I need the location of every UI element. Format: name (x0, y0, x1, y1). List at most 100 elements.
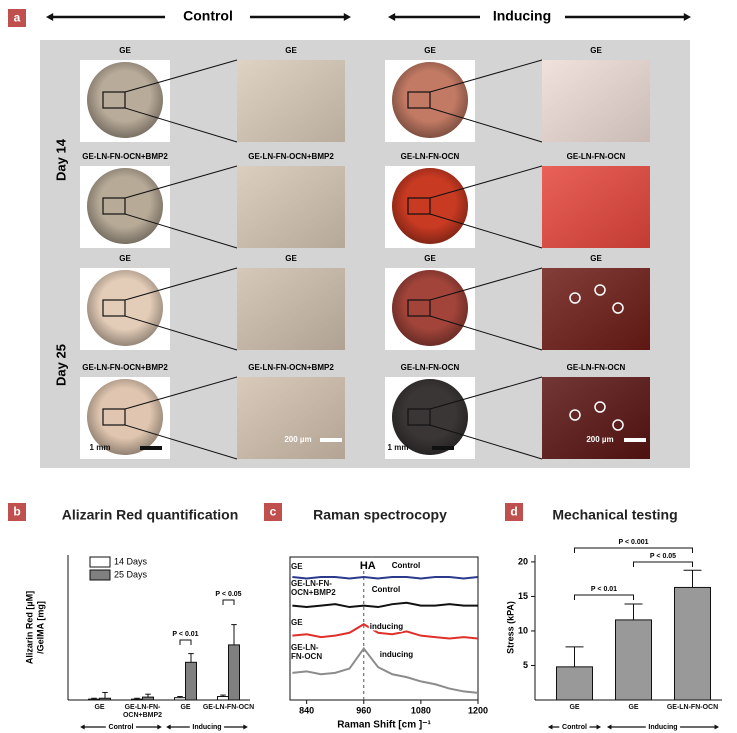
panel-badge (8, 9, 26, 27)
significance-label: P < 0.05 (650, 553, 676, 560)
bar (228, 644, 240, 701)
group-header: Control (183, 8, 233, 24)
x-tick-label-box: GE-LN-FN-OCN+BMP2 (122, 704, 163, 720)
series-label-box: GE (291, 618, 303, 627)
bar (185, 661, 197, 701)
x-tick-label: GE-LN-FN-OCN (202, 704, 255, 711)
series-label-box: GE-LN-FN-OCN (291, 643, 322, 661)
arrow-head (166, 724, 171, 730)
x-tick-label-box: GE (180, 704, 191, 711)
image-label: GE (424, 46, 436, 55)
image-label: GE (285, 254, 297, 263)
annotation: inducing (380, 650, 413, 659)
significance-bracket (574, 547, 693, 553)
zoom-line (429, 376, 543, 410)
group-label: Inducing (192, 724, 221, 731)
scale-bar-label: 200 µm (586, 435, 613, 444)
marker-circle (612, 419, 624, 431)
zoom-shade (237, 377, 345, 459)
panel-label: a (14, 11, 21, 25)
x-tick-label: GE (569, 704, 580, 711)
arrow-head (343, 13, 351, 21)
image-label: GE (119, 46, 131, 55)
image-label: GE-LN-FN-OCN (567, 363, 626, 372)
annotation: inducing (370, 622, 403, 631)
panel-label: d (510, 505, 517, 519)
y-axis-label: Alizarin Red [µM] (24, 591, 34, 664)
x-tick-label: GE (180, 704, 191, 711)
zoom-line (124, 424, 238, 460)
zoom-line (429, 424, 543, 460)
image-label: GE (590, 46, 602, 55)
image-label: GE-LN-FN-OCN+BMP2 (82, 363, 168, 372)
legend-swatch (89, 569, 111, 581)
zoom-region (102, 91, 126, 109)
zoom-line (429, 107, 543, 143)
zoom-shade (542, 166, 650, 248)
series-label-box: GE (291, 562, 303, 571)
zoom-region (407, 408, 431, 426)
group-label: Control (109, 724, 134, 731)
y-axis-label: /GelMA [mg] (35, 601, 45, 654)
scale-bar (140, 446, 162, 450)
arrow-head (714, 724, 720, 730)
image-label: GE (424, 254, 436, 263)
panel-label: b (13, 505, 20, 519)
arrow-head (243, 724, 248, 730)
image-label: GE-LN-FN-OCN (401, 152, 460, 161)
arrow-head (683, 13, 691, 21)
zoom-line (429, 315, 543, 351)
scale-bar-label: 1 mm (388, 443, 409, 452)
marker-circle (594, 284, 606, 296)
significance-label: P < 0.01 (172, 631, 198, 638)
y-tick-label: 15 (518, 591, 528, 601)
x-tick-label: GE (94, 704, 105, 711)
y-tick-label: 5 (523, 660, 528, 670)
scale-bar-label: 200 µm (284, 435, 311, 444)
chart-title: Alizarin Red quantification (62, 507, 239, 523)
x-tick-label-box: GE-LN-FN-OCN (202, 704, 255, 711)
spectrum-line (292, 623, 479, 640)
bar (142, 696, 154, 701)
image-label: GE-LN-FN-OCN+BMP2 (248, 363, 334, 372)
marker-circle (569, 409, 581, 421)
image-label: GE (285, 46, 297, 55)
scale-bar (320, 438, 342, 442)
zoom-line (429, 165, 543, 199)
significance-bracket (179, 639, 192, 645)
zoom-region (407, 299, 431, 317)
x-tick-label: GE-LN-FN-OCN+BMP2 (122, 704, 163, 720)
image-label: GE-LN-FN-OCN+BMP2 (82, 152, 168, 161)
arrow-head (547, 724, 553, 730)
bar (674, 586, 711, 701)
image-label: GE-LN-FN-OCN (401, 363, 460, 372)
significance-label: P < 0.01 (591, 586, 617, 593)
x-axis-label: Raman Shift [cm ]⁻¹ (337, 720, 431, 731)
bar (556, 666, 593, 701)
bar (217, 696, 229, 701)
series-label: GE (291, 618, 303, 627)
scale-bar (624, 438, 646, 442)
zoom-region (102, 408, 126, 426)
bar (131, 698, 143, 701)
spectrum-line (292, 576, 479, 580)
scale-bar (432, 446, 454, 450)
legend-swatch (89, 556, 111, 568)
x-tick-label: GE (628, 704, 639, 711)
zoom-shade (542, 377, 650, 459)
chart-title: Mechanical testing (552, 507, 677, 523)
zoom-line (124, 107, 238, 143)
arrow-head (157, 724, 162, 730)
arrow-head (596, 724, 602, 730)
marker-circle (612, 302, 624, 314)
zoom-shade (542, 268, 650, 350)
zoom-line (429, 213, 543, 249)
legend-label: 14 Days (114, 556, 148, 566)
group-header: Inducing (493, 8, 551, 24)
image-label: GE (590, 254, 602, 263)
significance-label: P < 0.05 (215, 591, 241, 598)
zoom-region (407, 91, 431, 109)
zoom-shade (237, 166, 345, 248)
zoom-line (124, 315, 238, 351)
x-tick-label: GE-LN-FN-OCN (666, 704, 719, 711)
